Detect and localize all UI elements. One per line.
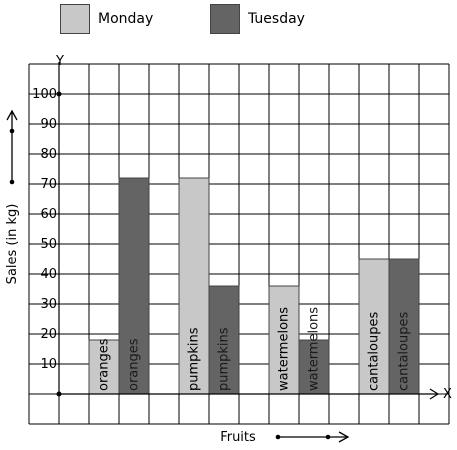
bar-label-watermelons-monday: watermelons xyxy=(277,307,292,391)
bar-label-oranges-monday: oranges xyxy=(97,338,112,391)
x-axis-title: Fruits xyxy=(220,430,256,445)
y-tick-label: 90 xyxy=(40,117,57,132)
y-tick-label: 60 xyxy=(40,207,57,222)
bar-label-pumpkins-monday: pumpkins xyxy=(187,327,202,391)
bar-oranges-tuesday xyxy=(118,177,150,395)
y-tick-label: 30 xyxy=(40,297,57,312)
legend-label-monday: Monday xyxy=(98,11,154,27)
y-tick-label: 10 xyxy=(40,357,57,372)
bar-label-oranges-tuesday: oranges xyxy=(127,338,142,391)
bar-oranges-monday xyxy=(88,339,120,395)
y-tick-label: 70 xyxy=(40,177,57,192)
y-tick-label: 40 xyxy=(40,267,57,282)
y-title-arrow-dot xyxy=(9,128,15,134)
legend-item-tuesday: Tuesday xyxy=(210,4,305,34)
y-axis-title: Sales (in kg) xyxy=(5,204,20,285)
x-title-arrow-dot xyxy=(275,434,281,440)
bar-label-cantaloupes-tuesday: cantaloupes xyxy=(397,312,412,391)
y-tick-label: 100 xyxy=(32,87,57,102)
x-axis-letter: X xyxy=(443,387,452,402)
bar-pumpkins-tuesday xyxy=(208,285,240,395)
legend-swatch-tuesday xyxy=(210,4,240,34)
bar-label-watermelons-tuesday: watermelons xyxy=(307,307,322,391)
x-axis-arrow xyxy=(429,388,440,400)
y-title-arrow-head xyxy=(6,109,18,121)
y-tick-label: 20 xyxy=(40,327,57,342)
x-title-arrow-head xyxy=(338,431,350,443)
legend-item-monday: Monday xyxy=(60,4,153,34)
bar-label-cantaloupes-monday: cantaloupes xyxy=(367,312,382,391)
y-tick-label: 50 xyxy=(40,237,57,252)
y-tick-label: 80 xyxy=(40,147,57,162)
bar-watermelons-monday xyxy=(268,285,300,395)
legend-swatch-monday xyxy=(60,4,90,34)
bar-label-pumpkins-tuesday: pumpkins xyxy=(217,327,232,391)
y-title-arrow-dot xyxy=(9,179,15,185)
x-title-arrow-dot xyxy=(325,434,331,440)
y-axis-letter: Y xyxy=(55,54,64,69)
origin-dot xyxy=(56,391,62,397)
bar-watermelons-tuesday xyxy=(298,339,330,395)
legend-label-tuesday: Tuesday xyxy=(248,11,305,27)
